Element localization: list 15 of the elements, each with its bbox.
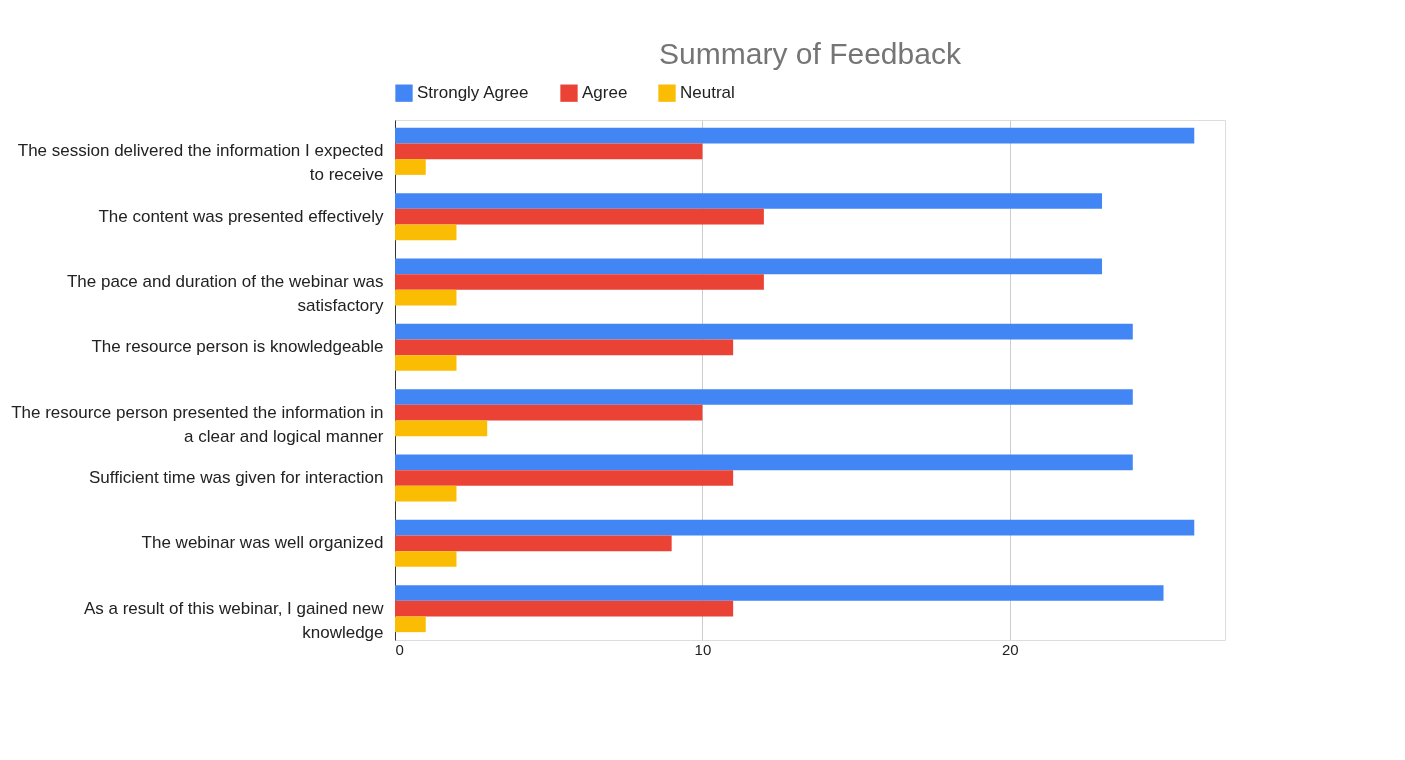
y-tick-label: The session delivered the information I expected to receive	[17, 141, 384, 185]
legend-label: Agree	[582, 83, 628, 103]
x-tick-label: 10	[694, 640, 712, 658]
y-tick-label: The resource person presented the information in a clear and logical manner	[11, 402, 384, 446]
y-tick-label: Sufficient time was given for interaction	[89, 467, 384, 487]
legend-label: Strongly Agree	[417, 83, 529, 103]
legend-label: Neutral	[680, 83, 735, 103]
y-tick-label: The webinar was well organized	[141, 533, 384, 553]
chart-title: Summary of Feedback	[659, 37, 962, 70]
y-tick-label: The resource person is knowledgeable	[91, 337, 384, 357]
y-tick-label: The pace and duration of the webinar was satisfactory	[66, 272, 384, 316]
x-tick-label: 20	[1001, 640, 1019, 658]
y-tick-label: As a result of this webinar, I gained new knowledge	[83, 598, 385, 642]
y-tick-label: The content was presented effectively	[98, 206, 384, 226]
x-tick-label: 0	[395, 640, 404, 658]
